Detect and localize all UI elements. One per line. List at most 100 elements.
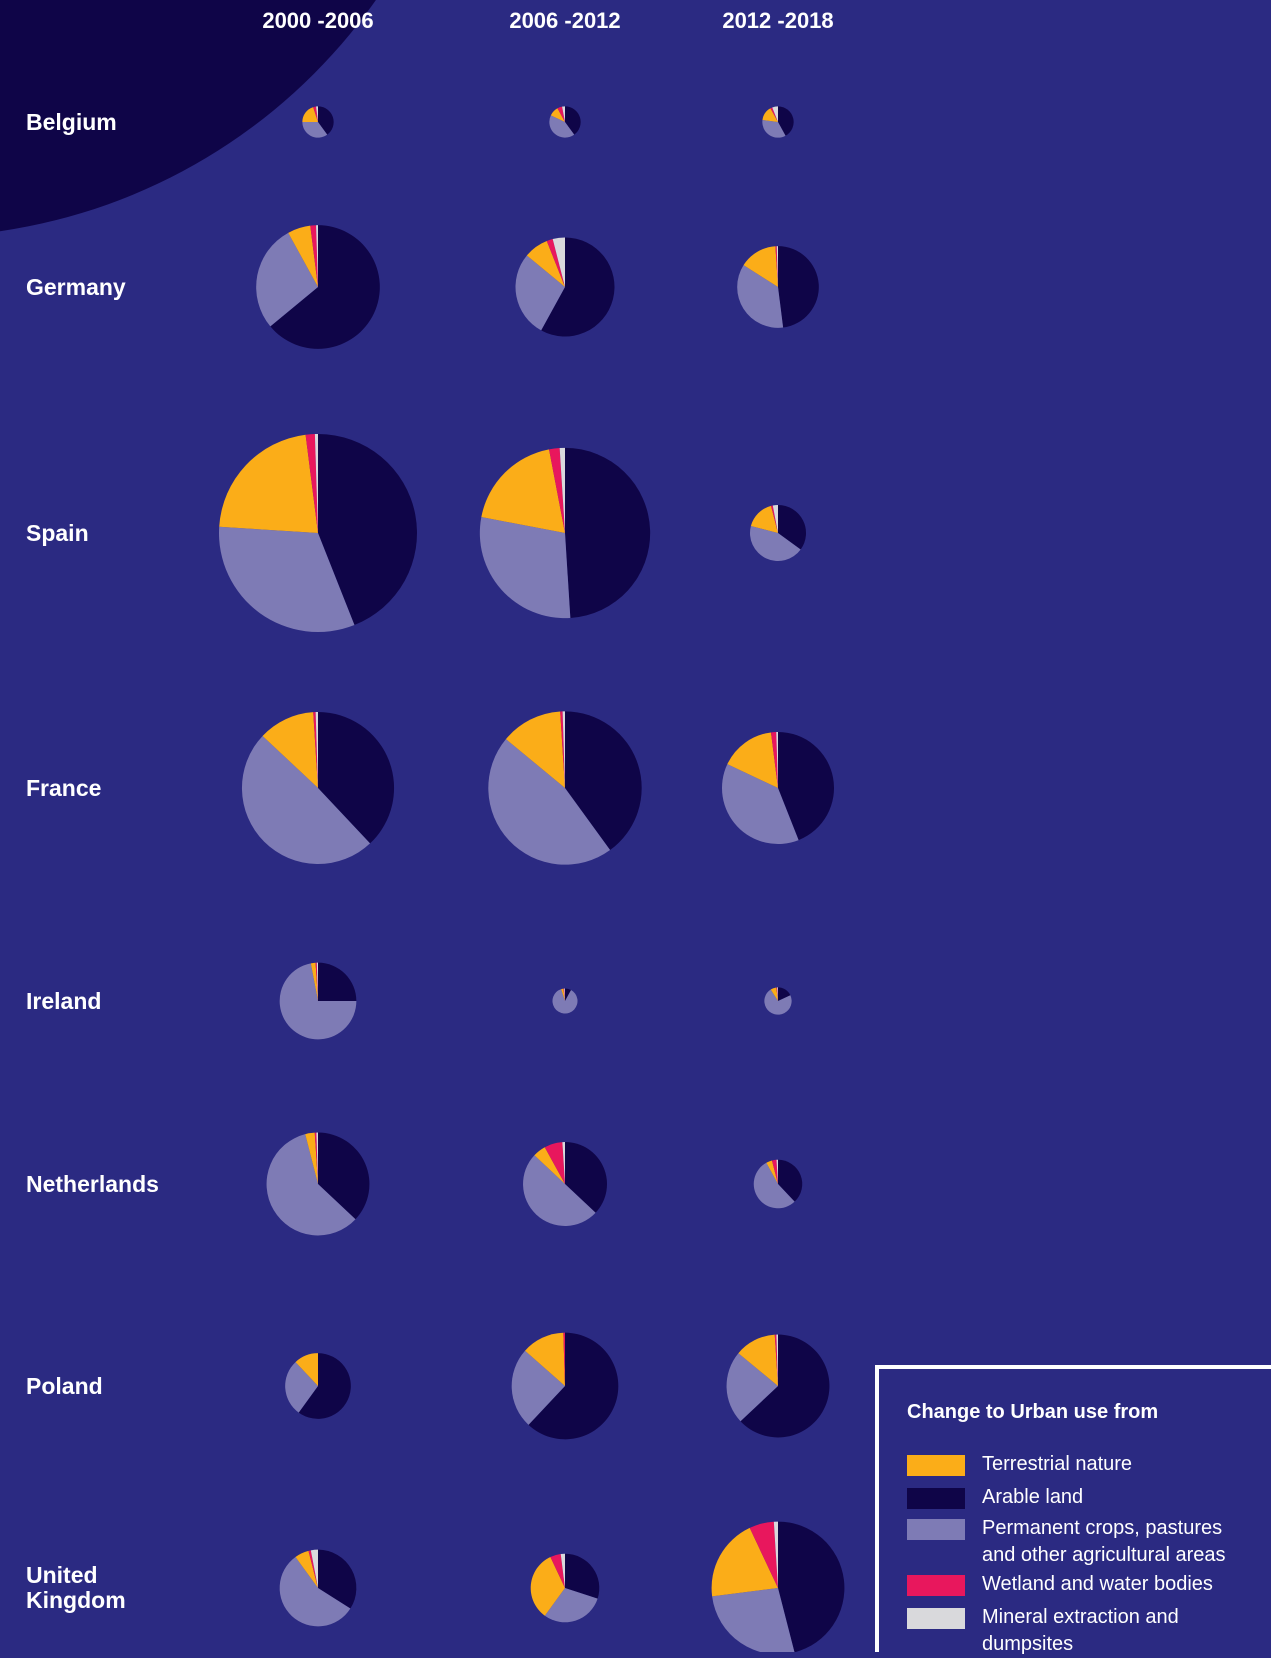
pie-slice [775, 246, 778, 287]
pie-slice [316, 106, 318, 122]
pie-slice [773, 1521, 778, 1588]
pie-slice [550, 1553, 565, 1588]
pie-slice [302, 122, 328, 138]
pie-slice [550, 108, 565, 122]
pie-slice [314, 1132, 318, 1184]
pie-slice [528, 1332, 619, 1440]
pie-slice [549, 448, 565, 533]
pie-slice [218, 526, 355, 632]
pie-slice [565, 1553, 600, 1599]
pie-slice [534, 1147, 565, 1184]
pie-slice [753, 1162, 795, 1209]
pie-slice [762, 120, 786, 138]
pie-slice [776, 731, 778, 788]
pie-slice [488, 739, 611, 865]
pie-slice [552, 237, 565, 287]
row-label: Spain [26, 519, 89, 546]
pie-slice [270, 225, 380, 349]
pie-slice [310, 225, 318, 287]
pie-slice [565, 447, 651, 618]
pie-slice [295, 1550, 318, 1588]
pie-slice [565, 106, 581, 135]
pie-slice [315, 962, 318, 1001]
legend-swatch [907, 1455, 965, 1476]
pie-slice [737, 265, 784, 328]
column-header: 2012 -2018 [722, 8, 834, 33]
legend-label: Arable land [982, 1486, 1084, 1508]
pie-slice [749, 1521, 778, 1588]
pie-slice [316, 225, 318, 287]
pie-slice [549, 115, 575, 138]
pie-slice [764, 989, 792, 1015]
pie-slice [511, 1350, 565, 1425]
pie-slice [316, 1132, 318, 1184]
pie-slice [762, 108, 778, 122]
pie-slice [563, 988, 565, 1001]
pie-slice [505, 711, 565, 788]
pie-slice [743, 246, 778, 287]
column-header: 2006 -2012 [509, 8, 621, 33]
pie-slice [562, 1141, 565, 1184]
pie-slice [740, 1334, 830, 1438]
pie-slice [559, 447, 565, 533]
row-label: Poland [26, 1372, 103, 1399]
row-label: Ireland [26, 987, 102, 1014]
pie-slice [305, 1132, 318, 1184]
row-label: Netherlands [26, 1170, 159, 1197]
legend-swatch [907, 1575, 965, 1596]
pie-slice [318, 106, 334, 135]
pie-slice [526, 240, 565, 287]
pie-slice [562, 711, 565, 788]
pie-slice [770, 107, 778, 122]
pie-slice [279, 963, 357, 1040]
pie-slice [564, 988, 565, 1001]
pie-slice [310, 962, 318, 1001]
pie-slice [565, 1141, 608, 1213]
pie-slice [241, 735, 371, 865]
pie-slice [721, 764, 799, 845]
pie-slice [318, 434, 418, 626]
legend-label: Permanent crops, pastures and other agri… [982, 1517, 1226, 1566]
pie-slice [712, 1588, 795, 1652]
pie-slice [778, 504, 807, 550]
pie-slice [776, 1159, 778, 1184]
pie-slice [318, 1132, 370, 1220]
pie-slice [711, 1527, 778, 1597]
pie-slice [318, 1549, 357, 1609]
row-label: Germany [26, 273, 126, 300]
pie-slice [565, 988, 572, 1001]
pie-slice [544, 1142, 565, 1184]
pie-slice [515, 255, 565, 331]
pie-slice [295, 1353, 318, 1386]
pie-slice [262, 712, 318, 788]
pie-slice [541, 237, 615, 337]
pie-slice [530, 1556, 565, 1616]
pie-slice [256, 232, 318, 327]
pie-slice [749, 526, 801, 562]
legend: Change to Urban use from Terrestrial nat… [875, 1365, 1271, 1655]
pie-grid [218, 106, 845, 1652]
pie-slice [772, 106, 778, 122]
pie-slice [279, 1556, 351, 1627]
pie-slice [778, 1521, 845, 1652]
pie-slice [563, 1332, 565, 1386]
pie-slice [318, 711, 395, 844]
pie-slice [219, 434, 318, 533]
pie-slice [316, 962, 318, 1001]
legend-title: Change to Urban use from [907, 1401, 1159, 1423]
pie-slice [544, 1588, 598, 1623]
pie-slice [523, 1155, 596, 1226]
pie-slice [314, 434, 318, 533]
pie-slice [305, 434, 318, 533]
pie-slice [313, 106, 318, 122]
pie-slice [313, 711, 318, 788]
pie-slice [778, 246, 819, 328]
pie-slice [774, 1334, 778, 1386]
pie-slice [726, 1353, 778, 1422]
pie-slice [315, 711, 318, 788]
legend-label: Wetland and water bodies [982, 1573, 1213, 1595]
pie-slice [546, 239, 565, 287]
pie-slice [565, 711, 642, 851]
